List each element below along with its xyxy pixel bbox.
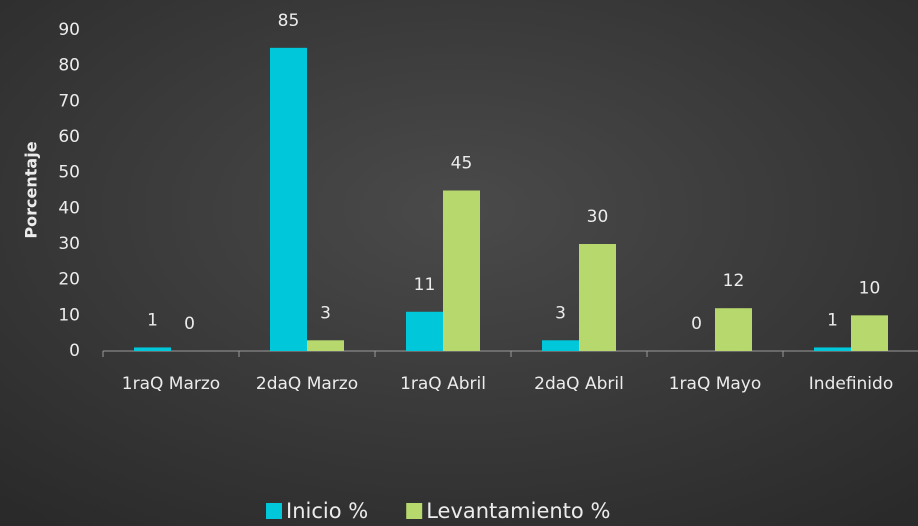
- bar: [134, 347, 171, 351]
- y-tick-label: 30: [58, 234, 80, 254]
- y-tick-label: 70: [58, 91, 80, 111]
- bar: [406, 311, 443, 351]
- data-label: 30: [587, 207, 609, 227]
- bar: [579, 244, 616, 351]
- x-tick-label: 1raQ Marzo: [122, 374, 220, 394]
- data-label: 45: [451, 154, 473, 174]
- bar: [307, 340, 344, 351]
- data-label: 11: [414, 275, 436, 295]
- x-tick-label: Indefinido: [809, 374, 893, 394]
- bar: [851, 315, 888, 351]
- legend-label: Inicio %: [286, 499, 368, 523]
- bar: [270, 47, 307, 351]
- data-label: 85: [278, 11, 300, 31]
- x-tick-label: 1raQ Mayo: [669, 374, 762, 394]
- y-tick-label: 10: [58, 305, 80, 325]
- data-label: 10: [859, 278, 881, 298]
- data-label: 3: [320, 303, 331, 323]
- y-tick-label: 80: [58, 56, 80, 76]
- bar: [443, 190, 480, 351]
- legend-swatch: [266, 503, 282, 519]
- data-label: 1: [147, 310, 158, 330]
- legend-swatch: [406, 503, 423, 519]
- data-label: 12: [723, 271, 745, 291]
- bar: [715, 308, 752, 351]
- bar: [814, 347, 851, 351]
- data-label: 1: [827, 310, 838, 330]
- x-tick-label: 1raQ Abril: [400, 374, 486, 394]
- y-tick-label: 90: [58, 20, 80, 40]
- y-tick-label: 60: [58, 127, 80, 147]
- y-tick-label: 20: [58, 270, 80, 290]
- data-label: 3: [555, 303, 566, 323]
- data-label: 0: [691, 314, 702, 334]
- data-label: 0: [184, 314, 195, 334]
- x-tick-label: 2daQ Marzo: [256, 374, 358, 394]
- y-axis-title: Porcentaje: [22, 141, 41, 238]
- y-tick-label: 0: [69, 341, 80, 361]
- x-tick-label: 2daQ Abril: [534, 374, 624, 394]
- y-tick-label: 40: [58, 198, 80, 218]
- y-tick-label: 50: [58, 163, 80, 183]
- legend-label: Levantamiento %: [426, 499, 610, 523]
- bar: [542, 340, 579, 351]
